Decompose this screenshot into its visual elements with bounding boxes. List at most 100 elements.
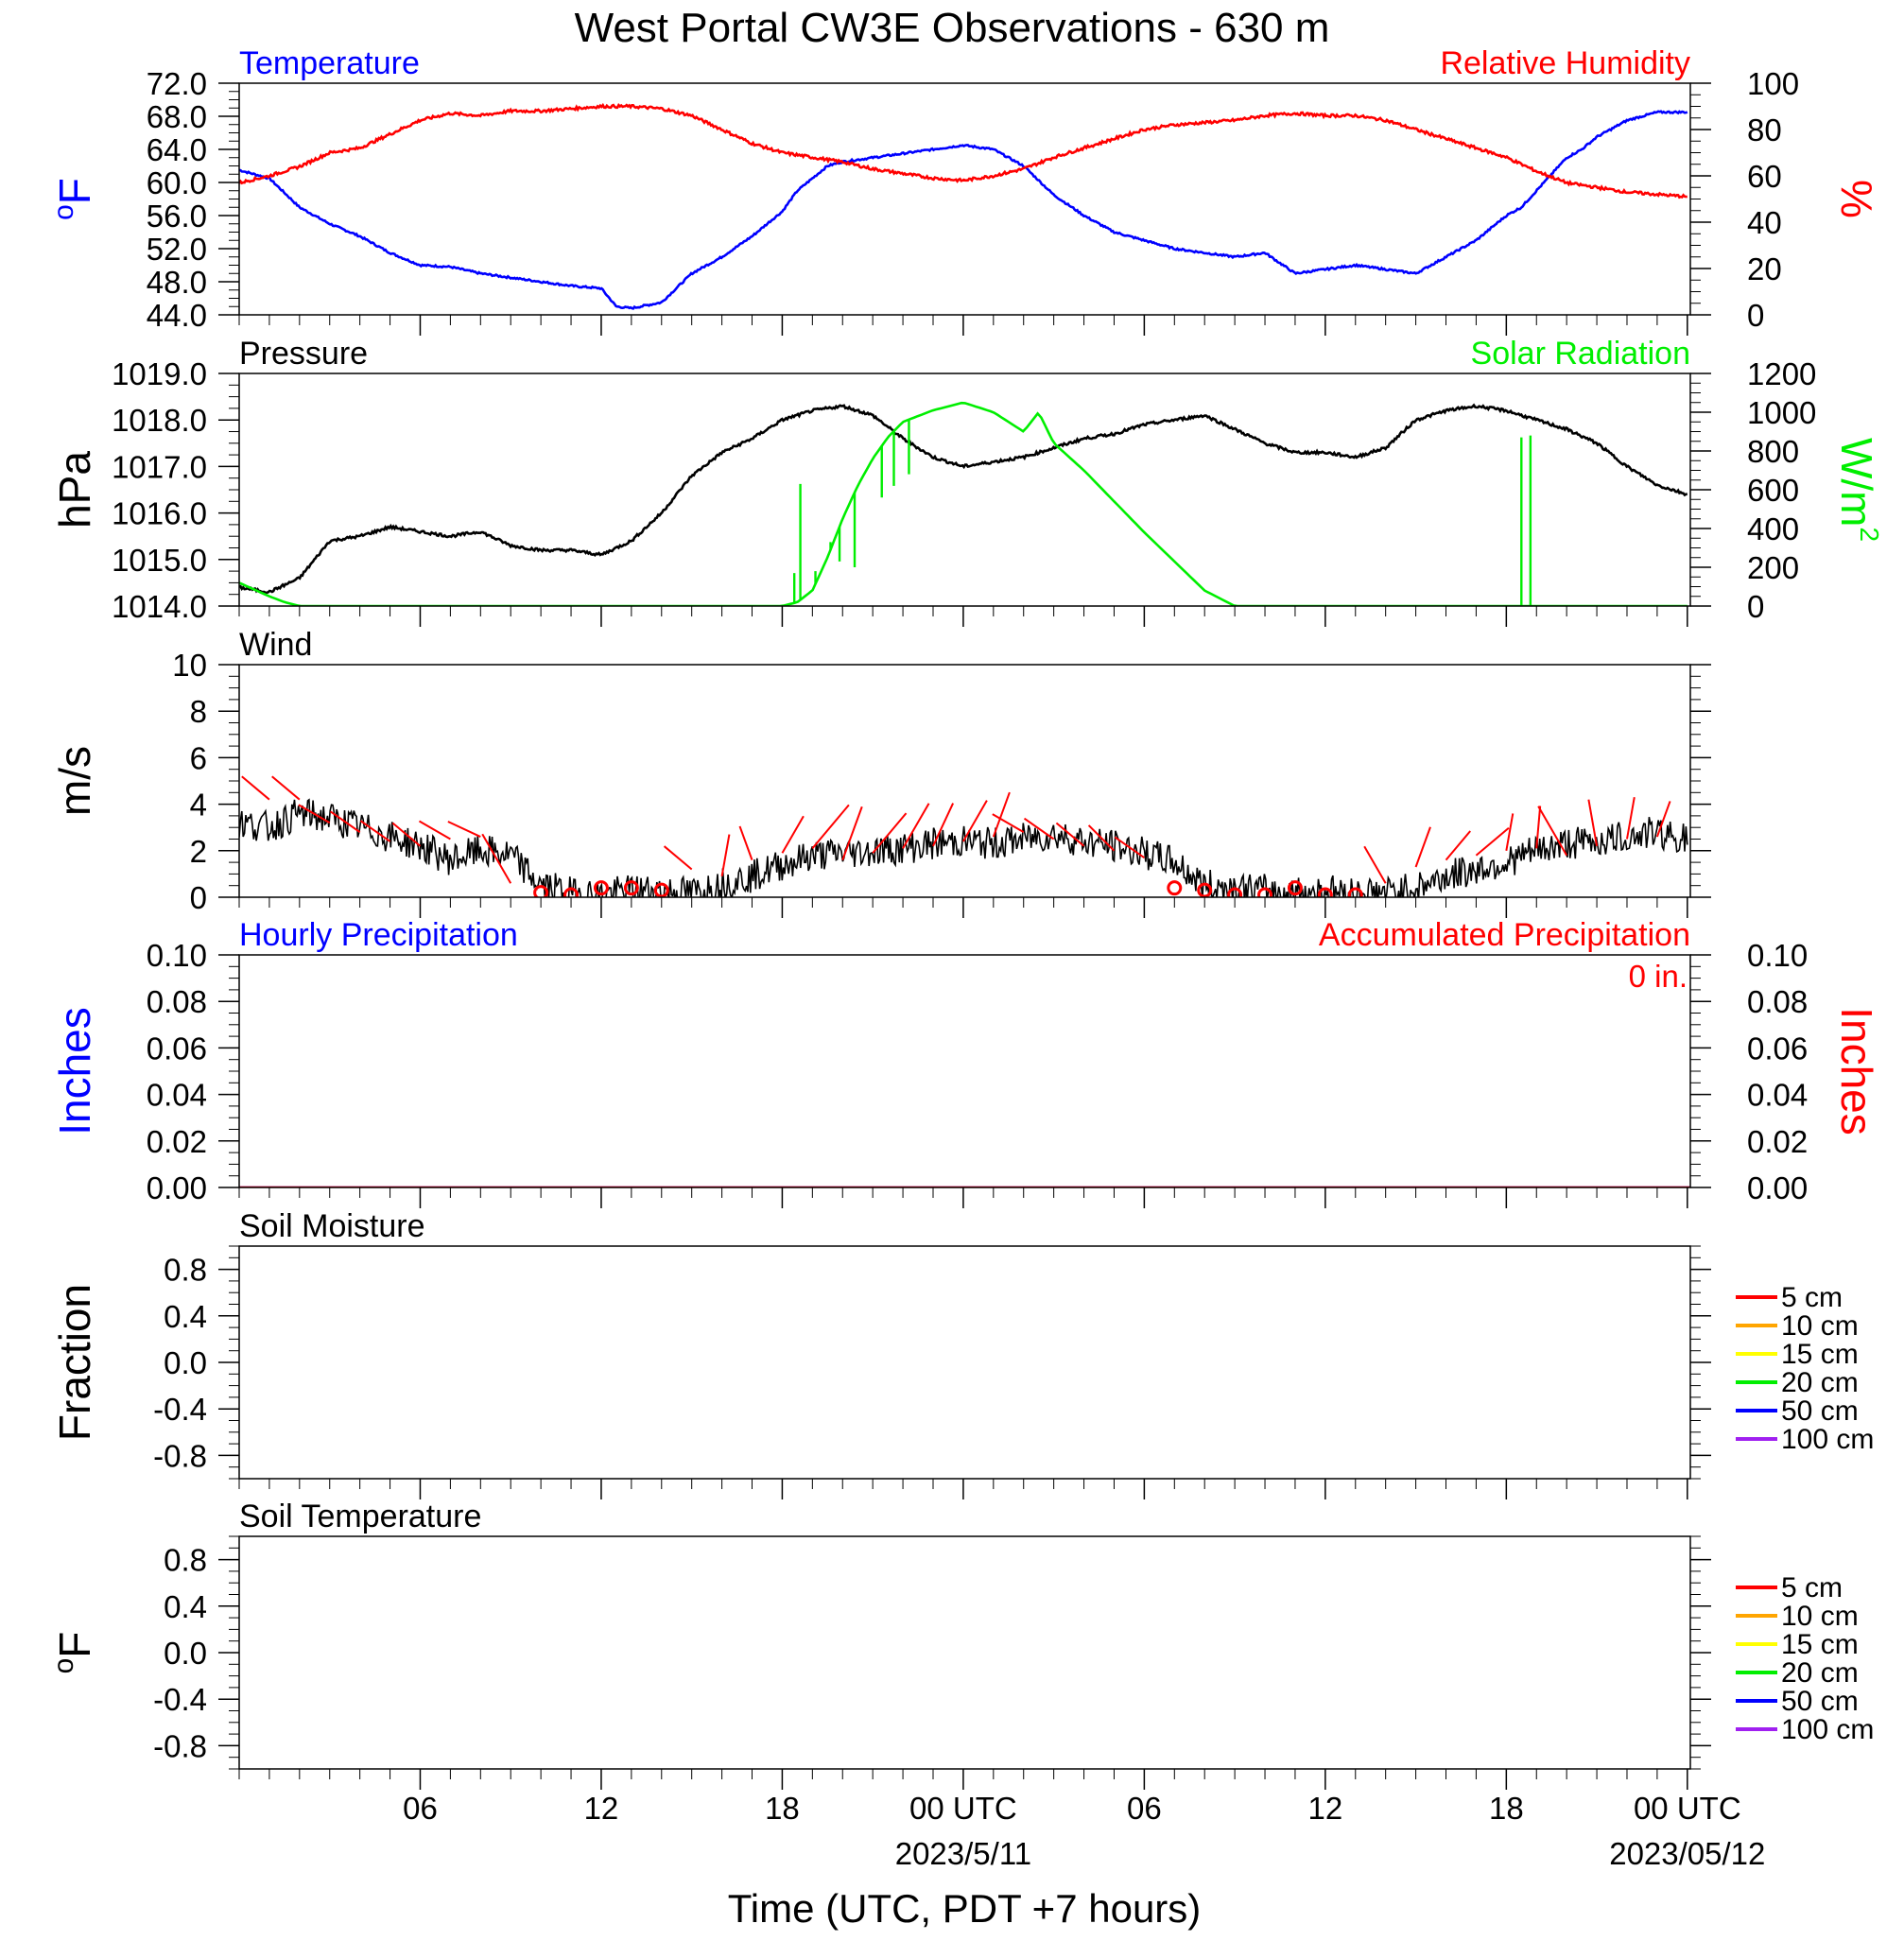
calm-wind-marker bbox=[1227, 887, 1243, 897]
x-tick-label: 00 UTC bbox=[909, 1791, 1017, 1826]
right-tick-label: 1000 bbox=[1747, 395, 1816, 430]
left-tick-label: 44.0 bbox=[147, 298, 207, 333]
legend-label: 50 cm bbox=[1781, 1395, 1859, 1427]
left-axis-label: Inches bbox=[50, 1007, 99, 1135]
wind-barb bbox=[1587, 799, 1599, 847]
left-tick-label: 48.0 bbox=[147, 265, 207, 300]
left-tick-label: 0.8 bbox=[164, 1253, 207, 1288]
left-tick-label: 1019.0 bbox=[112, 356, 207, 391]
plot-frame bbox=[238, 1245, 1691, 1480]
panel-right-title: Solar Radiation bbox=[1471, 336, 1690, 372]
wind-barb bbox=[872, 812, 908, 854]
left-axis-label: hPa bbox=[50, 451, 99, 529]
wind-barb bbox=[1655, 801, 1671, 838]
left-tick-label: 1017.0 bbox=[112, 449, 207, 484]
series-group bbox=[239, 401, 1688, 606]
panel-left-title: Pressure bbox=[239, 336, 368, 372]
panel-temp-rh: 44.048.052.056.060.064.068.072.0 0 20 40 60 8… bbox=[48, 45, 1881, 336]
legend-label: 20 cm bbox=[1781, 1367, 1859, 1398]
wind-barb bbox=[359, 820, 391, 842]
x-tick-label: 18 bbox=[1489, 1791, 1524, 1826]
series-relative-humidity bbox=[239, 102, 1688, 199]
wind-barb bbox=[271, 775, 301, 801]
calm-wind-marker bbox=[1197, 882, 1213, 897]
x-date-label: 2023/05/12 bbox=[1609, 1836, 1765, 1871]
left-axis-label: Fraction bbox=[50, 1284, 99, 1441]
right-tick-label: 80 bbox=[1747, 113, 1782, 147]
wind-barb bbox=[1505, 813, 1515, 851]
left-tick-label: 0.0 bbox=[164, 1636, 207, 1671]
right-tick-label: 200 bbox=[1747, 550, 1799, 585]
superscript: 2 bbox=[1855, 527, 1884, 542]
right-tick-label: 0 bbox=[1747, 589, 1764, 624]
x-tick-label: 00 UTC bbox=[1634, 1791, 1741, 1826]
right-tick-label: 400 bbox=[1747, 511, 1799, 546]
wind-barb bbox=[841, 806, 863, 860]
series-pressure bbox=[239, 403, 1688, 595]
left-tick-label: 68.0 bbox=[147, 99, 207, 134]
left-tick-label: -0.4 bbox=[153, 1392, 207, 1427]
wind-barb bbox=[781, 815, 805, 854]
wind-barb bbox=[1535, 806, 1542, 849]
left-tick-label: 60.0 bbox=[147, 165, 207, 200]
legend-label: 5 cm bbox=[1781, 1282, 1843, 1313]
chart-title: West Portal CW3E Observations - 630 m bbox=[575, 5, 1330, 51]
legend-label: 5 cm bbox=[1781, 1572, 1843, 1603]
right-tick-label: 0.10 bbox=[1747, 938, 1808, 973]
left-tick-label: 4 bbox=[190, 788, 207, 823]
x-tick-label: 06 bbox=[1127, 1791, 1162, 1826]
wind-barb bbox=[1087, 824, 1116, 852]
wind-barb bbox=[241, 775, 270, 801]
panel-left-title: Wind bbox=[239, 627, 312, 663]
x-tick-label: 18 bbox=[765, 1791, 800, 1826]
left-tick-label: 0.00 bbox=[147, 1170, 207, 1205]
x-tick-label: 12 bbox=[584, 1791, 619, 1826]
wind-barb bbox=[738, 825, 753, 860]
right-axis-label: W/m2 bbox=[1832, 438, 1884, 542]
right-axis-label: % bbox=[1832, 180, 1881, 218]
left-tick-label: 0.06 bbox=[147, 1031, 207, 1066]
panel-left-title: Temperature bbox=[239, 45, 420, 81]
left-tick-label: 52.0 bbox=[147, 232, 207, 267]
legend-label: 10 cm bbox=[1781, 1310, 1859, 1342]
right-tick-label: 100 bbox=[1747, 66, 1799, 101]
plot-frame bbox=[238, 373, 1691, 607]
left-axis-label: oF bbox=[48, 178, 99, 220]
legend-label: 15 cm bbox=[1781, 1629, 1859, 1660]
wind-barb bbox=[298, 804, 331, 824]
legend-label: 10 cm bbox=[1781, 1601, 1859, 1632]
wind-barb bbox=[663, 845, 693, 871]
series-temperature bbox=[239, 110, 1688, 310]
left-axis-label: oF bbox=[48, 1632, 99, 1674]
legend-label: 100 cm bbox=[1781, 1714, 1874, 1745]
legend-label: 15 cm bbox=[1781, 1339, 1859, 1370]
left-tick-label: 2 bbox=[190, 834, 207, 869]
left-tick-label: 72.0 bbox=[147, 66, 207, 101]
x-axis-title: Time (UTC, PDT +7 hours) bbox=[728, 1886, 1202, 1931]
legend-label: 100 cm bbox=[1781, 1424, 1874, 1455]
panel-right-title: Accumulated Precipitation bbox=[1319, 917, 1690, 953]
left-tick-label: 0.08 bbox=[147, 984, 207, 1019]
left-tick-label: 1018.0 bbox=[112, 403, 207, 438]
series-wind bbox=[239, 798, 1688, 897]
left-tick-label: 0.4 bbox=[164, 1589, 207, 1624]
wind-barb bbox=[481, 833, 512, 884]
left-tick-label: 0.4 bbox=[164, 1299, 207, 1334]
wind-barb bbox=[811, 804, 850, 849]
calm-wind-marker bbox=[623, 880, 639, 896]
calm-wind-marker bbox=[1167, 880, 1183, 896]
panel-left-title: Soil Moisture bbox=[239, 1208, 425, 1244]
right-tick-label: 0.02 bbox=[1747, 1124, 1808, 1159]
degree-sign: o bbox=[48, 204, 79, 220]
panel-wind: 0 2 4 6 8 10 Wind m/s bbox=[50, 627, 1711, 918]
left-tick-label: 0 bbox=[190, 880, 207, 915]
panel-right-title: Relative Humidity bbox=[1440, 45, 1690, 81]
right-tick-label: 60 bbox=[1747, 159, 1782, 194]
legend-label: 50 cm bbox=[1781, 1686, 1859, 1717]
left-tick-label: -0.8 bbox=[153, 1438, 207, 1473]
x-tick-label: 12 bbox=[1307, 1791, 1342, 1826]
calm-wind-marker bbox=[593, 880, 609, 896]
left-tick-label: 10 bbox=[172, 648, 207, 683]
